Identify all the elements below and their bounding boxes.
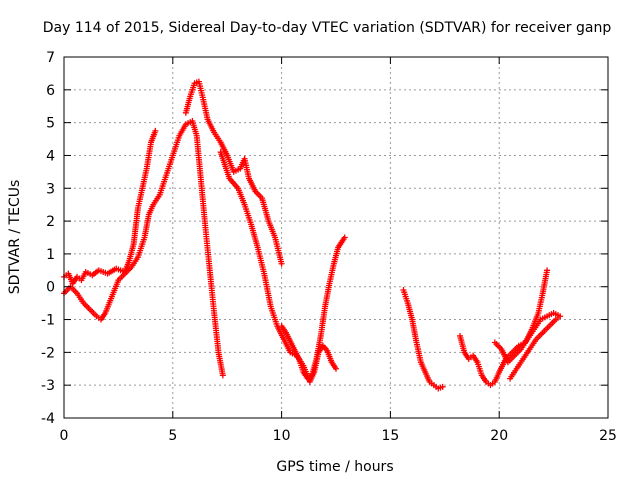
x-axis-ticks: 0 5 10 15 20 25 bbox=[60, 57, 617, 444]
x-tick-label: 0 bbox=[60, 428, 69, 444]
y-tick-label: 2 bbox=[46, 214, 55, 230]
data-point bbox=[278, 260, 285, 267]
y-tick-label: 7 bbox=[46, 50, 55, 66]
y-tick-label: 4 bbox=[46, 148, 55, 164]
y-tick-label: 5 bbox=[46, 116, 55, 132]
y-tick-label: -3 bbox=[41, 378, 55, 394]
data-point bbox=[439, 383, 446, 390]
y-tick-label: 3 bbox=[46, 181, 55, 197]
y-tick-label: 0 bbox=[46, 280, 55, 296]
data-point bbox=[341, 234, 348, 241]
y-axis-ticks: -4 -3 -2 -1 0 1 2 3 4 5 6 7 bbox=[41, 50, 608, 427]
y-tick-label: 6 bbox=[46, 83, 55, 99]
data-point bbox=[219, 372, 226, 379]
x-tick-label: 10 bbox=[273, 428, 291, 444]
x-axis-title: GPS time / hours bbox=[276, 459, 393, 475]
x-tick-label: 5 bbox=[168, 428, 177, 444]
y-tick-label: 1 bbox=[46, 247, 55, 263]
x-tick-label: 25 bbox=[599, 428, 617, 444]
grid-lines bbox=[64, 57, 608, 418]
y-tick-label: -2 bbox=[41, 345, 55, 361]
y-tick-label: -1 bbox=[41, 313, 55, 329]
x-tick-label: 15 bbox=[381, 428, 399, 444]
plot-frame bbox=[63, 56, 609, 419]
data-point bbox=[333, 365, 339, 372]
x-tick-label: 20 bbox=[490, 428, 508, 444]
chart-title: Day 114 of 2015, Sidereal Day-to-day VTE… bbox=[43, 20, 612, 36]
y-tick-label: -4 bbox=[41, 411, 55, 427]
data-point bbox=[544, 267, 551, 274]
y-axis-title: SDTVAR / TECUs bbox=[7, 180, 23, 295]
data-point bbox=[507, 375, 514, 382]
data-points bbox=[61, 78, 564, 392]
data-point bbox=[152, 127, 159, 134]
